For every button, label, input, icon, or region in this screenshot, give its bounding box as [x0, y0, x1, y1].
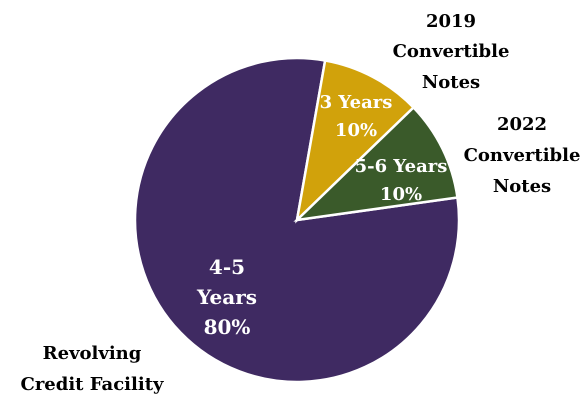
category-label-2019: 2019 Convertible Notes [393, 11, 510, 93]
category-label-line: Notes [493, 176, 551, 197]
slice-label-line: 10% [335, 120, 377, 141]
slice-label-2019: 3 Years 10% [320, 92, 393, 141]
slice-2019-convertible-notes [295, 59, 416, 224]
slice-label-line: 4-5 [209, 255, 245, 279]
slice-2022-convertible-notes [293, 105, 459, 222]
category-label-line: Notes [422, 72, 480, 93]
category-label-line: Credit Facility [21, 374, 165, 395]
category-label-line: Revolving [43, 343, 142, 364]
category-label-2022: 2022 Convertible Notes [464, 114, 581, 197]
slice-label-revolving: 4-5 Years 80% [196, 255, 257, 339]
category-label-line: Convertible [464, 145, 581, 166]
category-label-revolving: Revolving Credit Facility [21, 343, 165, 395]
slice-label-2022: 5-6 Years 10% [355, 156, 448, 205]
category-label-line: 2022 [497, 114, 547, 135]
slice-label-line: 5-6 Years [355, 156, 448, 177]
category-label-line: Convertible [393, 41, 510, 62]
slice-label-line: Years [196, 285, 257, 309]
slice-label-line: 80% [204, 315, 251, 339]
category-label-line: 2019 [426, 11, 476, 32]
slice-label-line: 10% [380, 184, 422, 205]
slice-label-line: 3 Years [320, 92, 393, 113]
